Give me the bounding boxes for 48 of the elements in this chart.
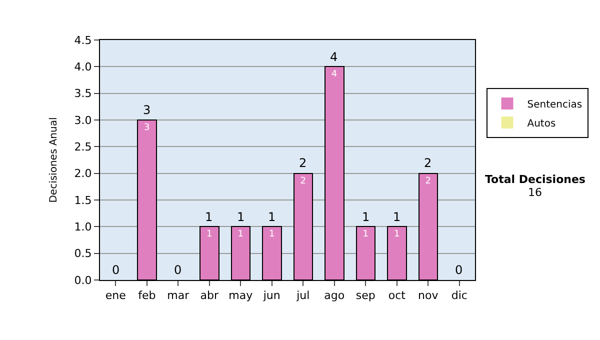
data-label: 4 [331,70,338,80]
total-label: 1 [268,210,276,224]
x-tick-label: feb [138,289,156,302]
total-label: 4 [330,50,338,64]
y-tick-label: 3.0 [74,114,92,127]
x-tick-label: ago [324,289,345,302]
total-label: 1 [205,210,213,224]
total-label: 1 [393,210,401,224]
x-tick-label: dic [451,289,468,302]
data-label: 1 [206,230,212,240]
y-tick-label: 2.0 [74,167,92,180]
total-label: 3 [143,103,151,117]
x-tick-label: abr [200,289,219,302]
x-tick-label: sep [356,289,376,302]
y-tick-label: 4.5 [74,34,92,47]
x-tick-label: may [228,289,254,302]
y-tick-label: 4.0 [74,60,92,74]
data-label: 3 [144,123,150,133]
legend-label: Autos [527,118,556,130]
x-tick-label: oct [388,289,406,302]
x-tick-label: mar [167,289,190,302]
y-tick-label: 0.0 [74,274,92,287]
total-label: 0 [174,263,182,277]
y-tick-label: 1.5 [74,194,92,207]
data-label: 1 [269,230,275,240]
total-label: 2 [424,156,432,170]
total-label: 0 [455,263,463,277]
x-tick-label: jul [296,289,310,302]
data-label: 2 [425,176,431,186]
y-tick-label: 0.5 [74,247,92,260]
y-axis-title: Decisiones Anual [48,117,60,203]
text: 16 [528,186,542,199]
x-tick-label: nov [418,289,439,302]
total-label: 2 [299,156,307,170]
total-label: 1 [362,210,370,224]
x-tick-label: jun [262,289,280,302]
legend-label: Sentencias [527,99,582,110]
data-label: 1 [238,230,244,240]
total-label: 1 [237,210,245,224]
text: Total Decisiones [485,173,586,186]
data-label: 1 [362,230,368,240]
y-tick-label: 1.0 [74,220,92,234]
data-label: 1 [394,230,400,240]
x-tick-label: ene [105,289,126,302]
data-label: 2 [300,176,306,186]
total-label: 0 [112,263,120,277]
y-tick-label: 3.5 [74,87,92,100]
y-tick-label: 2.5 [74,140,92,154]
